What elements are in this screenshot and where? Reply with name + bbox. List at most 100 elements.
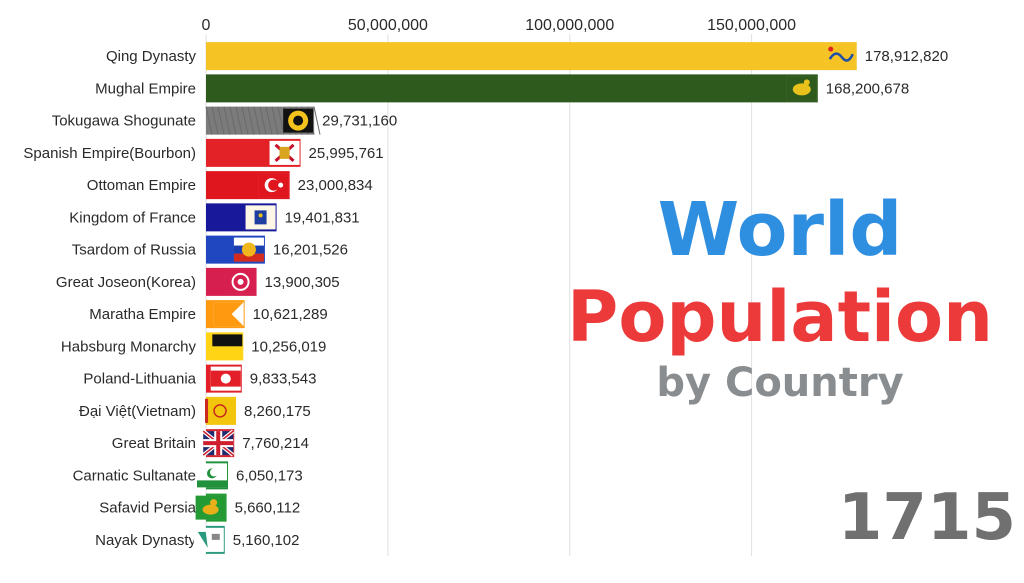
bar xyxy=(206,74,818,103)
category-label: Poland-Lithuania xyxy=(83,371,196,388)
category-label: Đại Việt(Vietnam) xyxy=(79,403,196,420)
category-label: Nayak Dynasty xyxy=(95,532,196,549)
spanish-bourbon-arms-icon xyxy=(269,140,300,165)
crescent-inner xyxy=(210,468,219,477)
title-world: World xyxy=(657,187,903,273)
elephant-shape xyxy=(211,533,220,540)
qing-dragon-flag-icon xyxy=(825,44,856,69)
category-label: Spanish Empire(Bourbon) xyxy=(23,145,196,162)
category-label: Mughal Empire xyxy=(95,80,196,97)
flag-stripe-black xyxy=(212,334,243,347)
title-by-country: by Country xyxy=(656,360,904,406)
maratha-pennant-icon xyxy=(213,302,244,327)
category-label: Great Britain xyxy=(112,435,196,452)
nayak-flag-icon xyxy=(193,527,224,552)
year-label: 1715 xyxy=(837,481,1016,555)
flag-band xyxy=(197,480,228,488)
category-label: Habsburg Monarchy xyxy=(61,338,197,355)
flag-border xyxy=(205,398,209,423)
value-label: 19,401,831 xyxy=(285,209,360,226)
category-label: Maratha Empire xyxy=(89,306,196,323)
bar-texture xyxy=(313,106,321,135)
category-label: Great Joseon(Korea) xyxy=(56,274,196,291)
value-label: 10,621,289 xyxy=(253,306,328,323)
category-label: Safavid Persia xyxy=(99,500,196,517)
shield-shape xyxy=(254,210,267,225)
crescent-inner xyxy=(268,179,280,191)
lion-shape xyxy=(792,83,811,96)
bar-texture xyxy=(211,106,219,135)
ring-emblem xyxy=(231,272,250,291)
bar-texture xyxy=(235,106,243,135)
lion-shape xyxy=(202,504,219,515)
value-label: 29,731,160 xyxy=(322,113,397,130)
tokugawa-mon-flag-icon xyxy=(283,108,314,133)
bar-texture xyxy=(253,106,261,135)
france-fleur-de-lis-flag-icon xyxy=(245,205,276,230)
bar-texture xyxy=(217,106,225,135)
value-label: 5,660,112 xyxy=(235,500,301,517)
bar-texture xyxy=(241,106,249,135)
pennant-shape xyxy=(197,531,208,548)
value-label: 7,760,214 xyxy=(242,435,309,452)
bar-texture xyxy=(277,106,285,135)
bar-texture xyxy=(223,106,231,135)
x-tick-label: 0 xyxy=(202,17,211,34)
bar-texture xyxy=(271,106,279,135)
dai-viet-flag-icon xyxy=(205,398,236,423)
value-label: 9,833,543 xyxy=(250,371,317,388)
category-label: Tsardom of Russia xyxy=(72,242,197,259)
value-label: 25,995,761 xyxy=(309,145,384,162)
category-label: Tokugawa Shogunate xyxy=(52,113,196,130)
star-shape xyxy=(278,182,284,188)
center-dot xyxy=(237,278,244,285)
sun-shape xyxy=(210,499,218,507)
title-population: Population xyxy=(567,276,993,358)
habsburg-flag-icon xyxy=(212,334,243,359)
flag-stripe-red xyxy=(233,253,264,262)
russia-eagle-flag-icon xyxy=(233,237,264,262)
category-label: Qing Dynasty xyxy=(106,48,197,65)
category-label: Kingdom of France xyxy=(69,209,196,226)
value-label: 178,912,820 xyxy=(865,48,948,65)
bar-texture xyxy=(247,106,255,135)
value-label: 6,050,173 xyxy=(236,467,303,484)
x-tick-label: 100,000,000 xyxy=(525,17,614,34)
sun-shape xyxy=(803,79,810,86)
joseon-flag-icon xyxy=(225,269,256,294)
emblem-ring xyxy=(213,404,227,418)
union-jack-icon xyxy=(201,429,235,457)
bar-texture xyxy=(265,106,273,135)
flag-field xyxy=(205,398,236,423)
pearl-shape xyxy=(828,46,834,52)
value-label: 5,160,102 xyxy=(233,532,300,549)
value-label: 8,260,175 xyxy=(244,403,311,420)
mughal-lion-flag-icon xyxy=(786,76,817,101)
eagle-emblem xyxy=(220,373,231,384)
category-label: Carnatic Sultanate xyxy=(73,467,196,484)
value-label: 23,000,834 xyxy=(298,177,373,194)
bar-texture xyxy=(229,106,237,135)
fleur-de-lis xyxy=(258,213,263,218)
bar-texture xyxy=(205,106,213,135)
carnatic-crescent-flag-icon xyxy=(197,463,228,488)
chart-title-block: World Population by Country xyxy=(560,185,1000,407)
flag-stripe-white xyxy=(233,237,264,246)
mon-center xyxy=(293,115,304,126)
x-tick-label: 150,000,000 xyxy=(707,17,796,34)
value-label: 168,200,678 xyxy=(826,80,909,97)
flag-stripe-yellow xyxy=(212,346,243,359)
cross-red-h xyxy=(203,441,234,446)
category-label: Ottoman Empire xyxy=(87,177,196,194)
poland-lithuania-flag-icon xyxy=(210,366,241,391)
value-label: 16,201,526 xyxy=(273,242,348,259)
pennant-shape xyxy=(213,302,244,327)
bar xyxy=(206,42,857,71)
dragon-shape xyxy=(828,52,854,62)
ottoman-crescent-flag-icon xyxy=(258,173,289,198)
eagle-emblem xyxy=(241,242,256,257)
x-tick-label: 50,000,000 xyxy=(348,17,428,34)
bar-texture xyxy=(259,106,267,135)
safavid-lion-flag-icon xyxy=(195,495,226,520)
